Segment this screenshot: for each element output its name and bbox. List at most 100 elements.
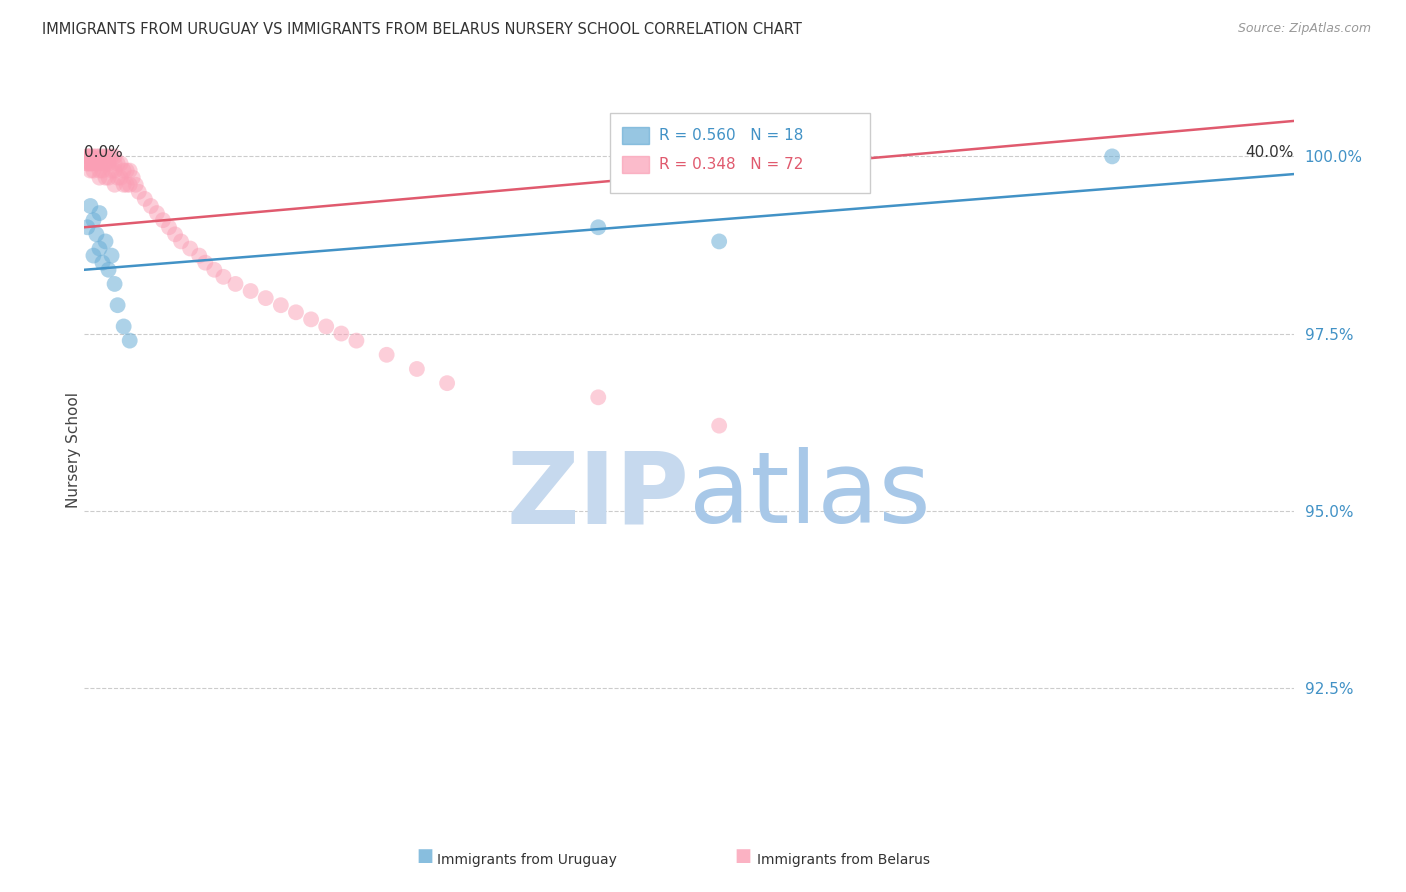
- Text: Immigrants from Belarus: Immigrants from Belarus: [756, 853, 931, 867]
- Point: [110, 156, 132, 170]
- Point: [79, 156, 101, 170]
- Point: [188, 249, 211, 263]
- Text: ZIP: ZIP: [506, 448, 689, 544]
- Point: [86, 227, 108, 242]
- Text: Source: ZipAtlas.com: Source: ZipAtlas.com: [1237, 22, 1371, 36]
- Point: [76, 156, 98, 170]
- Point: [82, 213, 104, 227]
- Text: ■: ■: [416, 847, 433, 865]
- Text: IMMIGRANTS FROM URUGUAY VS IMMIGRANTS FROM BELARUS NURSERY SCHOOL CORRELATION CH: IMMIGRANTS FROM URUGUAY VS IMMIGRANTS FR…: [42, 22, 801, 37]
- Point: [436, 376, 458, 391]
- Point: [270, 298, 292, 312]
- Point: [97, 170, 120, 185]
- Point: [82, 156, 104, 170]
- Point: [82, 249, 104, 263]
- Point: [121, 170, 143, 185]
- Point: [285, 305, 308, 319]
- Point: [79, 199, 101, 213]
- Point: [157, 220, 180, 235]
- Point: [170, 235, 193, 249]
- Point: [112, 163, 135, 178]
- Point: [79, 156, 101, 170]
- Text: ■: ■: [734, 847, 751, 865]
- Y-axis label: Nursery School: Nursery School: [66, 392, 80, 508]
- Point: [79, 149, 101, 163]
- Point: [86, 156, 108, 170]
- Point: [709, 418, 731, 433]
- Point: [194, 255, 217, 269]
- Bar: [623, 128, 650, 145]
- Point: [76, 149, 98, 163]
- Text: R = 0.348   N = 72: R = 0.348 N = 72: [659, 157, 803, 172]
- FancyBboxPatch shape: [610, 113, 870, 193]
- Point: [94, 156, 117, 170]
- Point: [94, 235, 117, 249]
- Point: [89, 170, 111, 185]
- Point: [146, 206, 169, 220]
- Point: [179, 242, 201, 256]
- Point: [76, 220, 98, 235]
- Point: [315, 319, 337, 334]
- Point: [406, 362, 429, 376]
- Point: [239, 284, 262, 298]
- Point: [104, 277, 127, 291]
- Text: Immigrants from Uruguay: Immigrants from Uruguay: [437, 853, 617, 867]
- Point: [89, 149, 111, 163]
- Point: [330, 326, 353, 341]
- Point: [76, 156, 98, 170]
- Point: [100, 249, 122, 263]
- Point: [152, 213, 174, 227]
- Point: [165, 227, 187, 242]
- Point: [104, 149, 127, 163]
- Point: [299, 312, 322, 326]
- Point: [94, 170, 117, 185]
- Point: [202, 262, 225, 277]
- Point: [112, 178, 135, 192]
- Point: [104, 156, 127, 170]
- Point: [128, 185, 150, 199]
- Point: [89, 156, 111, 170]
- Point: [97, 156, 120, 170]
- Point: [79, 149, 101, 163]
- Point: [139, 199, 162, 213]
- Point: [110, 170, 132, 185]
- Point: [1101, 149, 1123, 163]
- Point: [82, 163, 104, 178]
- Point: [212, 269, 235, 284]
- Point: [94, 149, 117, 163]
- Text: 0.0%: 0.0%: [84, 145, 124, 160]
- Point: [91, 163, 114, 178]
- Point: [115, 163, 138, 178]
- Point: [91, 149, 114, 163]
- Point: [125, 178, 148, 192]
- Point: [104, 163, 127, 178]
- Point: [588, 220, 610, 235]
- Point: [89, 206, 111, 220]
- Point: [375, 348, 398, 362]
- Point: [115, 178, 138, 192]
- Point: [97, 262, 120, 277]
- Point: [118, 163, 141, 178]
- Point: [118, 178, 141, 192]
- Point: [79, 163, 101, 178]
- Point: [588, 390, 610, 404]
- Point: [104, 178, 127, 192]
- Point: [76, 149, 98, 163]
- Point: [91, 255, 114, 269]
- Text: R = 0.560   N = 18: R = 0.560 N = 18: [659, 128, 803, 144]
- Point: [112, 319, 135, 334]
- Text: atlas: atlas: [689, 448, 931, 544]
- Point: [89, 163, 111, 178]
- Point: [107, 298, 129, 312]
- Bar: [623, 156, 650, 173]
- Point: [82, 149, 104, 163]
- Point: [254, 291, 277, 305]
- Point: [97, 149, 120, 163]
- Point: [89, 242, 111, 256]
- Point: [100, 149, 122, 163]
- Point: [709, 235, 731, 249]
- Point: [100, 163, 122, 178]
- Point: [134, 192, 156, 206]
- Point: [107, 156, 129, 170]
- Text: 40.0%: 40.0%: [1246, 145, 1294, 160]
